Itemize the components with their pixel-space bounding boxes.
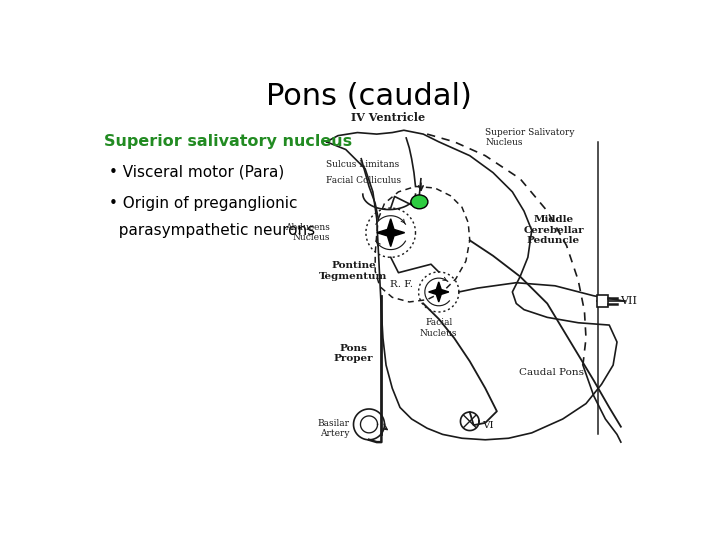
Text: Basilar
Artery: Basilar Artery [318, 418, 350, 438]
Polygon shape [428, 282, 449, 302]
Text: Pons (caudal): Pons (caudal) [266, 82, 472, 111]
Text: R. F.: R. F. [390, 280, 413, 289]
Text: Superior salivatory nucleus: Superior salivatory nucleus [104, 134, 352, 149]
Text: Sulcus Limitans: Sulcus Limitans [326, 160, 400, 170]
Ellipse shape [411, 195, 428, 209]
Text: Abducens
Nucleus: Abducens Nucleus [285, 223, 330, 242]
Text: Facial
Nucleus: Facial Nucleus [420, 318, 457, 338]
Text: Middle
Cerebellar
Peduncle: Middle Cerebellar Peduncle [523, 215, 584, 245]
FancyBboxPatch shape [597, 295, 608, 307]
Text: Superior Salivatory
Nucleus: Superior Salivatory Nucleus [485, 128, 575, 147]
Text: VII: VII [620, 296, 637, 306]
Polygon shape [377, 219, 405, 247]
Text: Pons
Proper: Pons Proper [333, 344, 373, 363]
Text: Caudal Pons: Caudal Pons [518, 368, 584, 377]
Text: Pontine
Tegmentum: Pontine Tegmentum [319, 261, 387, 281]
Text: VI: VI [482, 421, 494, 430]
Text: • Origin of preganglionic: • Origin of preganglionic [109, 195, 298, 211]
Text: Facial Colliculus: Facial Colliculus [326, 176, 402, 185]
Text: IV Ventricle: IV Ventricle [351, 112, 426, 123]
Text: parasympathetic neurons: parasympathetic neurons [109, 222, 315, 238]
Text: • Visceral motor (Para): • Visceral motor (Para) [109, 165, 284, 180]
